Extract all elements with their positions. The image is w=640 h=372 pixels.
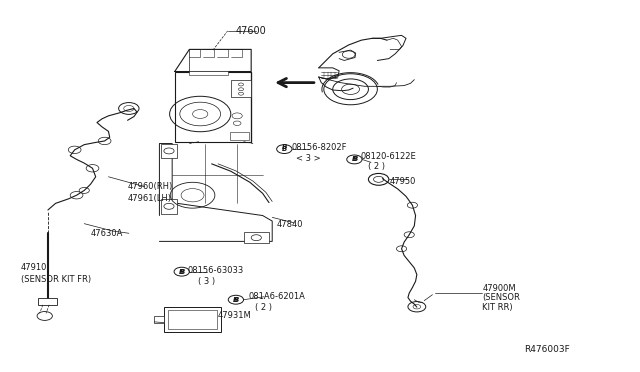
Text: 47960(RH): 47960(RH) xyxy=(127,182,173,190)
Text: B: B xyxy=(353,156,358,163)
Text: (SENSOR KIT FR): (SENSOR KIT FR) xyxy=(20,275,91,283)
Bar xyxy=(161,199,177,214)
Text: 08156-63033: 08156-63033 xyxy=(188,266,244,275)
Text: B: B xyxy=(179,269,184,275)
Bar xyxy=(154,316,164,323)
Text: B: B xyxy=(233,297,239,303)
Bar xyxy=(189,71,228,75)
Text: 47950: 47950 xyxy=(390,177,417,186)
Text: 08120-6122E: 08120-6122E xyxy=(361,152,417,161)
Text: ( 2 ): ( 2 ) xyxy=(255,302,272,312)
Text: B: B xyxy=(282,146,287,152)
Text: 47900M: 47900M xyxy=(483,284,516,293)
Text: 081A6-6201A: 081A6-6201A xyxy=(248,292,305,301)
Bar xyxy=(231,80,251,97)
Text: B: B xyxy=(352,156,357,163)
Text: ( 3 ): ( 3 ) xyxy=(198,277,215,286)
Bar xyxy=(38,298,58,305)
Text: < 3 >: < 3 > xyxy=(296,154,321,163)
Bar xyxy=(164,307,221,332)
Bar xyxy=(168,310,217,329)
Text: 47910: 47910 xyxy=(20,263,47,272)
Bar xyxy=(244,232,269,243)
Text: 47600: 47600 xyxy=(236,26,267,36)
Text: 08156-8202F: 08156-8202F xyxy=(292,143,348,152)
Bar xyxy=(161,144,177,158)
Text: B: B xyxy=(282,144,287,150)
Text: R476003F: R476003F xyxy=(524,345,570,354)
Text: ( 2 ): ( 2 ) xyxy=(368,162,385,171)
Text: (SENSOR: (SENSOR xyxy=(483,294,520,302)
Bar xyxy=(230,132,248,140)
Text: KIT RR): KIT RR) xyxy=(483,302,513,312)
Text: 47630A: 47630A xyxy=(91,229,123,238)
Text: 47931M: 47931M xyxy=(218,311,252,320)
Text: 47961(LH): 47961(LH) xyxy=(127,195,172,203)
Bar xyxy=(175,71,251,142)
Text: B: B xyxy=(234,297,239,303)
Text: 47840: 47840 xyxy=(276,220,303,229)
Text: B: B xyxy=(180,269,185,275)
